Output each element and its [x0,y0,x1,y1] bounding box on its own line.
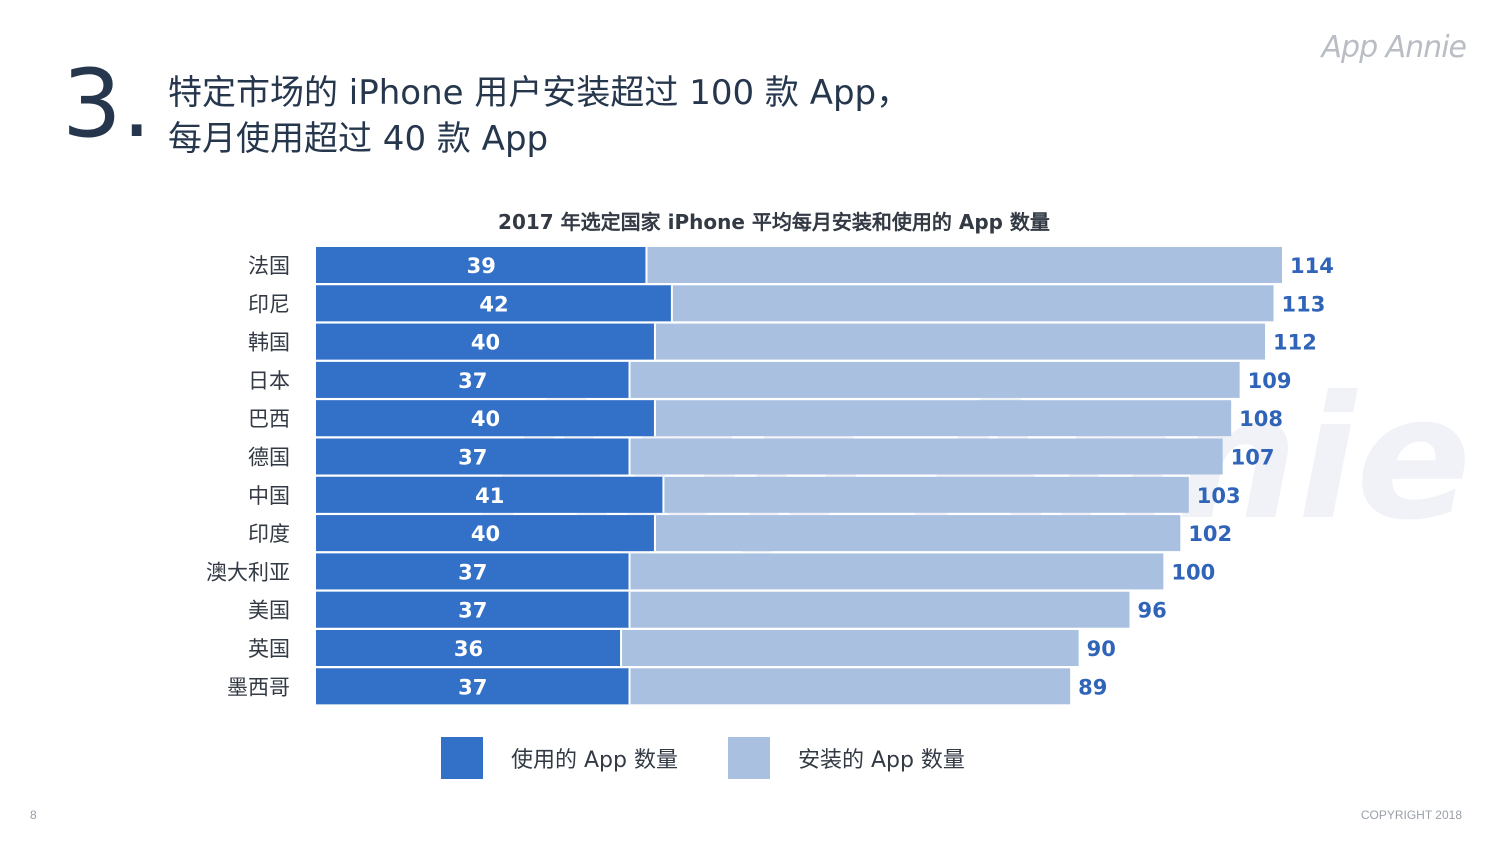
used-bar [316,400,655,437]
installed-value-label: 89 [1078,675,1107,699]
brand-logo: App Annie [1321,30,1467,65]
installed-value-label: 108 [1239,407,1283,431]
category-label: 印度 [248,522,290,546]
installed-value-label: 109 [1248,369,1292,393]
category-label: 美国 [248,599,290,623]
legend-item-installed: 安装的 App 数量 [727,737,965,779]
used-value-label: 37 [458,446,487,470]
installed-value-label: 96 [1137,599,1166,623]
used-value-label: 40 [471,331,500,355]
category-label: 德国 [248,446,290,470]
used-value-label: 39 [467,254,496,278]
category-label: 日本 [248,369,290,393]
category-label: 法国 [248,254,290,278]
legend-swatch-installed [727,737,770,779]
used-value-label: 37 [458,599,487,623]
chart-legend: 使用的 App 数量 安装的 App 数量 [441,737,965,779]
installed-value-label: 103 [1197,484,1241,508]
installed-value-label: 113 [1282,292,1326,316]
category-label: 中国 [248,484,290,508]
page-title-line-1: 特定市场的 iPhone 用户安装超过 100 款 App， [168,73,911,113]
installed-value-label: 112 [1273,331,1317,355]
page-title: 特定市场的 iPhone 用户安装超过 100 款 App， 每月使用超过 40… [168,70,910,162]
copyright: COPYRIGHT 2018 [1360,808,1462,822]
used-value-label: 40 [471,522,500,546]
used-bar [316,668,630,705]
used-bar [316,476,664,513]
used-bar [316,361,630,398]
used-value-label: 37 [458,369,487,393]
used-value-label: 42 [479,292,508,316]
legend-swatch-used [441,737,483,779]
used-value-label: 37 [458,560,487,584]
used-value-label: 40 [471,407,500,431]
category-label: 韩国 [248,331,290,355]
chart-title: 2017 年选定国家 iPhone 平均每月安装和使用的 App 数量 [498,210,1050,234]
installed-value-label: 102 [1188,522,1232,546]
used-bar [316,323,655,360]
used-bar [316,247,647,283]
used-bar [316,630,622,666]
page-number: 8 [30,808,37,822]
legend-label-used: 使用的 App 数量 [511,748,678,773]
used-bar [316,438,630,475]
used-bar [316,591,630,628]
installed-value-label: 114 [1290,254,1334,278]
category-label: 印尼 [248,292,290,316]
used-bar [316,285,672,322]
category-label: 澳大利亚 [206,560,290,584]
used-value-label: 36 [454,637,483,661]
category-label: 巴西 [248,407,290,431]
category-label: 英国 [248,637,290,661]
installed-value-label: 90 [1087,637,1116,661]
page-title-line-2: 每月使用超过 40 款 App [168,119,549,159]
installed-value-label: 107 [1231,446,1275,470]
legend-label-installed: 安装的 App 数量 [797,748,965,773]
used-value-label: 37 [458,675,487,699]
used-bar [316,515,655,552]
used-bar [316,553,630,590]
legend-item-used: 使用的 App 数量 [441,737,678,779]
section-number: 3. [62,50,152,159]
category-label: 墨西哥 [227,675,290,699]
installed-value-label: 100 [1171,560,1215,584]
used-value-label: 41 [475,484,504,508]
